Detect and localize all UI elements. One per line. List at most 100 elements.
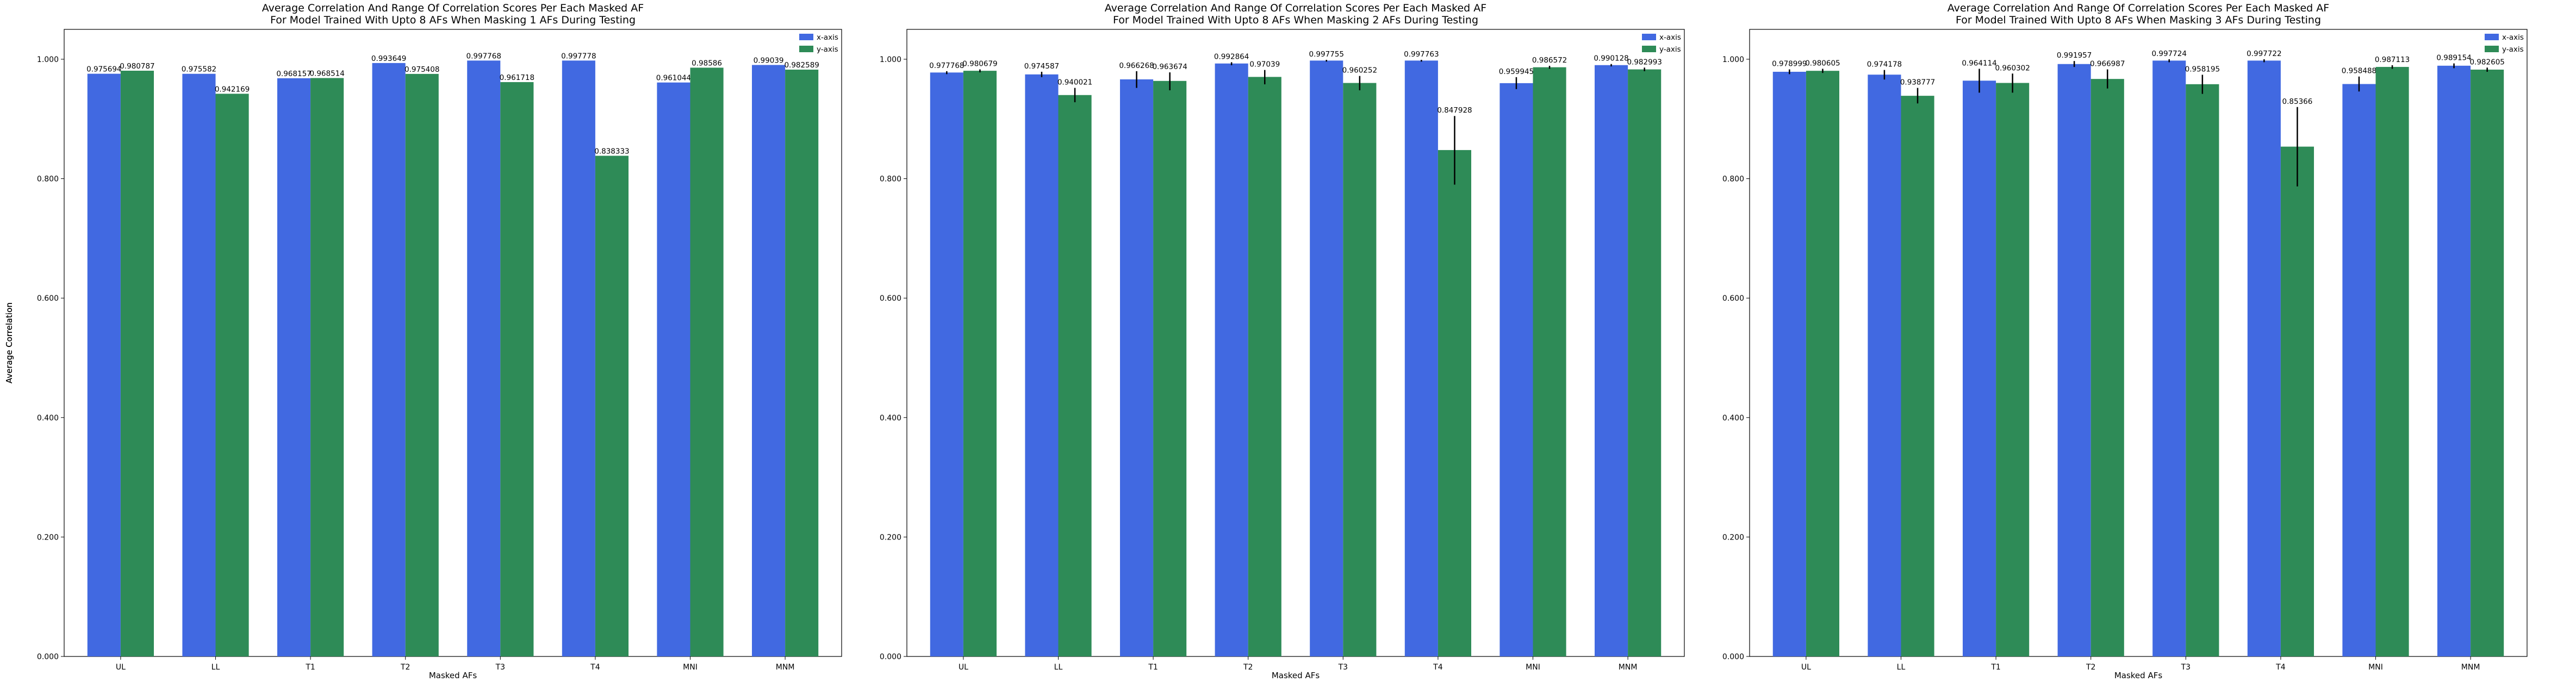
- x-tick-label: T3: [1338, 663, 1348, 672]
- x-tick-label: T3: [2181, 663, 2191, 672]
- bar-y-axis-LL: [1901, 96, 1934, 657]
- bar-x-axis-T3: [467, 60, 501, 656]
- bar-value-label: 0.961044: [656, 74, 691, 83]
- y-tick-label: 0.200: [1722, 533, 1744, 542]
- x-tick-label: MNM: [2461, 663, 2480, 672]
- chart-title: Average Correlation And Range Of Correla…: [1947, 2, 2329, 14]
- bar-value-label: 0.960252: [1342, 66, 1377, 75]
- bar-y-axis-T1: [1153, 80, 1187, 656]
- x-tick-label: T2: [1243, 663, 1253, 672]
- bar-x-axis-T1: [1119, 79, 1154, 657]
- y-tick-label: 0.800: [1722, 175, 1744, 184]
- x-axis-label: Masked AFs: [2114, 671, 2163, 680]
- x-tick-label: T1: [1990, 663, 2000, 672]
- bar-x-axis-T4: [1404, 60, 1438, 656]
- bar-y-axis-MNI: [1533, 67, 1566, 656]
- chart-title: Average Correlation And Range Of Correla…: [262, 2, 644, 14]
- bar-value-label: 0.989154: [2436, 54, 2471, 63]
- bar-x-axis-T2: [1215, 63, 1248, 657]
- y-tick-label: 0.400: [880, 414, 901, 423]
- x-tick-label: MNI: [683, 663, 698, 672]
- bar-x-axis-T1: [277, 78, 311, 656]
- y-tick-label: 0.800: [880, 175, 901, 184]
- bar-value-label: 0.938777: [1900, 78, 1935, 87]
- chart-panel-3: Average Correlation And Range Of Correla…: [4, 2, 2528, 680]
- bar-value-label: 0.978999: [1772, 60, 1807, 69]
- x-tick-label: MNM: [776, 663, 795, 672]
- bar-y-axis-T3: [1343, 83, 1377, 656]
- bar-value-label: 0.997724: [2152, 49, 2187, 58]
- x-tick-label: UL: [959, 663, 968, 672]
- bar-y-axis-LL: [1058, 95, 1092, 656]
- legend-swatch-x-axis: [1642, 34, 1656, 40]
- bar-value-label: 0.85366: [2282, 97, 2313, 106]
- x-axis-label: Masked AFs: [1272, 671, 1320, 680]
- bar-value-label: 0.99039: [754, 56, 784, 65]
- legend-label: y-axis: [2502, 45, 2524, 54]
- bar-y-axis-T4: [595, 156, 629, 656]
- bar-x-axis-MNI: [657, 82, 690, 657]
- bar-x-axis-UL: [1772, 71, 1806, 657]
- bar-value-label: 0.982589: [784, 61, 819, 70]
- x-tick-label: MNI: [1526, 663, 1540, 672]
- bar-value-label: 0.991957: [2057, 51, 2092, 60]
- y-tick-label: 0.000: [1722, 653, 1744, 661]
- bar-x-axis-T2: [372, 63, 406, 656]
- bar-y-axis-MNM: [2471, 70, 2504, 657]
- bar-y-axis-T4: [2280, 146, 2314, 657]
- x-tick-label: LL: [1054, 663, 1063, 672]
- y-tick-label: 0.400: [37, 414, 59, 423]
- bar-value-label: 0.980679: [962, 60, 997, 69]
- bar-value-label: 0.966987: [2090, 60, 2125, 69]
- bar-y-axis-UL: [120, 71, 154, 657]
- bar-x-axis-LL: [1868, 75, 1901, 657]
- y-tick-label: 0.200: [37, 533, 59, 542]
- bar-value-label: 0.960302: [1995, 64, 2030, 72]
- x-tick-label: T2: [2086, 663, 2095, 672]
- bar-x-axis-T2: [2057, 64, 2091, 657]
- bar-y-axis-LL: [215, 94, 249, 657]
- legend-label: y-axis: [817, 45, 838, 54]
- x-tick-label: T1: [305, 663, 315, 672]
- chart-subtitle: For Model Trained With Upto 8 AFs When M…: [1956, 14, 2321, 26]
- x-tick-label: MNM: [1619, 663, 1638, 672]
- bar-value-label: 0.997722: [2247, 49, 2281, 58]
- bar-y-axis-T3: [2186, 84, 2219, 656]
- bar-y-axis-T2: [2090, 79, 2124, 657]
- bar-value-label: 0.940021: [1057, 78, 1092, 87]
- bar-value-label: 0.992864: [1214, 52, 1249, 61]
- bar-x-axis-T1: [1962, 80, 1996, 656]
- bar-value-label: 0.974587: [1024, 62, 1059, 71]
- bar-y-axis-UL: [1806, 71, 1839, 657]
- chart-panel-2: Average Correlation And Range Of Correla…: [4, 2, 1685, 680]
- y-tick-label: 1.000: [1722, 55, 1744, 64]
- bar-x-axis-MNI: [1499, 83, 1533, 657]
- chart-subtitle: For Model Trained With Upto 8 AFs When M…: [1113, 14, 1478, 26]
- bar-x-axis-T4: [2247, 60, 2281, 656]
- y-tick-label: 1.000: [880, 55, 901, 64]
- bar-x-axis-T3: [1310, 60, 1343, 656]
- bar-y-axis-T4: [1438, 150, 1472, 656]
- bar-value-label: 0.977768: [929, 61, 964, 70]
- y-axis-label: Average Correlation: [4, 302, 14, 383]
- bar-value-label: 0.997778: [561, 52, 596, 60]
- x-tick-label: UL: [1801, 663, 1811, 672]
- bar-value-label: 0.990128: [1594, 54, 1628, 63]
- bar-value-label: 0.968157: [276, 70, 311, 78]
- x-tick-label: UL: [116, 663, 126, 672]
- bar-x-axis-MNM: [2437, 65, 2471, 657]
- legend-label: x-axis: [1659, 33, 1681, 42]
- bar-x-axis-LL: [1025, 74, 1059, 656]
- bar-value-label: 0.980605: [1805, 59, 1840, 67]
- bar-value-label: 0.982993: [1627, 58, 1662, 66]
- bar-value-label: 0.961718: [500, 73, 534, 82]
- bar-value-label: 0.838333: [594, 147, 629, 156]
- bar-value-label: 0.959945: [1499, 67, 1534, 76]
- legend-label: y-axis: [1659, 45, 1681, 54]
- bar-value-label: 0.987113: [2375, 55, 2410, 64]
- legend-swatch-x-axis: [2485, 34, 2499, 40]
- y-tick-label: 0.600: [880, 294, 901, 303]
- x-tick-label: T1: [1148, 663, 1158, 672]
- y-tick-label: 0.000: [37, 653, 59, 661]
